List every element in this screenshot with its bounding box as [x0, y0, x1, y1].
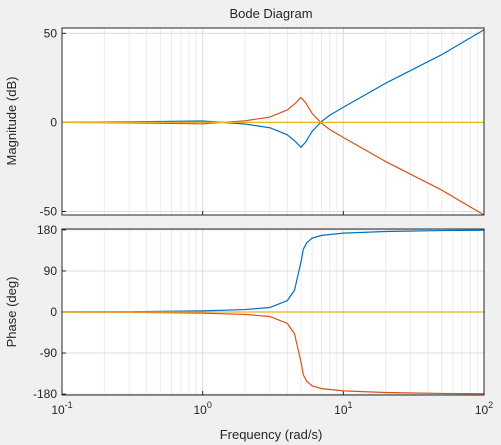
x-tick-label: 10-1 [51, 400, 72, 417]
phase-y-tick-label: -90 [40, 346, 58, 360]
magnitude-y-axis-label: Magnitude (dB) [4, 77, 19, 166]
magnitude-y-tick-label: 0 [50, 115, 57, 129]
phase-y-axis-label: Phase (deg) [4, 277, 19, 348]
phase-y-tick-label: -180 [33, 387, 57, 401]
chart-title: Bode Diagram [229, 6, 312, 21]
x-tick-label: 101 [334, 400, 352, 417]
magnitude-axes-box [61, 27, 485, 216]
phase-series-line [61, 311, 485, 395]
x-tick-label: 102 [475, 400, 493, 417]
x-axis-label: Frequency (rad/s) [220, 427, 323, 442]
magnitude-y-tick-label: -50 [40, 204, 58, 218]
phase-axes-box [61, 228, 485, 396]
magnitude-panel: -50 0 50 Magnitude (dB) [4, 26, 485, 218]
phase-y-tick-label: 180 [37, 223, 57, 237]
x-tick-label: 100 [193, 400, 211, 417]
x-tick-labels: 10-1 100 101 102 [51, 400, 493, 417]
magnitude-y-tick-label: 50 [44, 26, 58, 40]
phase-y-tick-label: 90 [44, 264, 58, 278]
phase-panel: -180 -90 0 90 180 Phase (deg) [4, 223, 485, 401]
phase-series-line [61, 229, 485, 313]
phase-y-tick-label: 0 [50, 305, 57, 319]
